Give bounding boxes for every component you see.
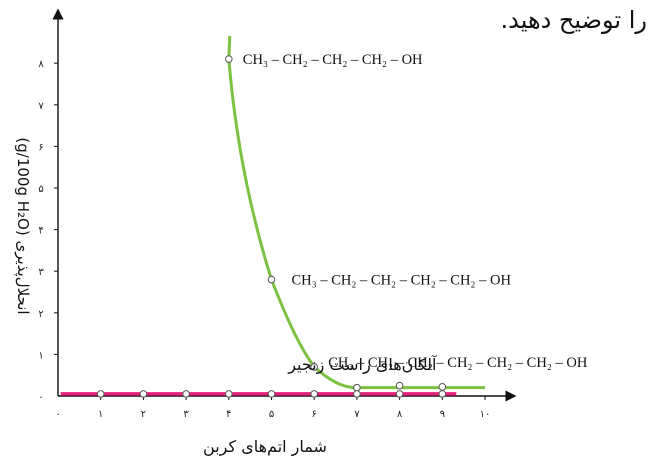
y-axis-label: انحلال‌پذیری (g/100g H₂O) (13, 137, 32, 314)
x-tick-label: ۲ (141, 409, 146, 420)
y-tick-label: ۴ (38, 226, 43, 237)
x-tick-label: ۱۰ (480, 409, 491, 420)
points-layer (96, 55, 447, 398)
axes (52, 8, 517, 402)
alcohol-data-point (267, 275, 276, 284)
x-tick-label: ۳ (183, 409, 189, 420)
alkane-data-point (438, 390, 447, 398)
y-tick-label: ۵ (38, 184, 43, 195)
series-label-alkanes: آلکان‌های راست زنجیر (287, 355, 438, 375)
alkane-data-point (310, 390, 319, 398)
alcohol-data-point (353, 383, 361, 392)
series-line-alcohols (227, 35, 485, 390)
x-tick-labels: ۰ ۱ ۲ ۳ ۴ ۵ ۶ ۷ ۸ ۹ ۱۰ (55, 396, 490, 420)
alkane-data-point (96, 390, 105, 398)
formula-annotation: CH₃ – CH₂ – CH₂ – CH₂ – OH (243, 52, 423, 68)
x-tick-label: ۱ (98, 409, 103, 420)
y-tick-labels: ۰ ۱ ۲ ۳ ۴ ۵ ۶ ۷ ۸ (38, 59, 58, 403)
alkane-data-point (225, 390, 233, 398)
alcohol-data-point (310, 363, 319, 371)
formula-annotation: CH₃ – CH₂ – CH₂ – CH₂ – CH₂ – CH₂ – OH (328, 355, 588, 371)
y-tick-label: ۸ (38, 59, 44, 70)
instruction-text: را توضیح دهید. (500, 6, 647, 34)
x-tick-label: ۴ (226, 409, 231, 420)
alkane-data-point (267, 390, 276, 398)
formula-annotation: CH₃ – CH₂ – CH₂ – CH₂ – CH₂ – OH (292, 273, 512, 289)
x-tick-label: ۶ (312, 409, 317, 420)
x-tick-label: ۵ (269, 409, 274, 420)
alcohol-data-point (225, 55, 233, 63)
x-tick-label: ۰ (55, 409, 60, 420)
alcohol-data-point (395, 381, 404, 390)
x-tick-label: ۸ (397, 409, 403, 420)
y-tick-label: ۳ (38, 267, 44, 278)
x-tick-label: ۷ (354, 409, 360, 420)
y-tick-label: ۰ (38, 392, 43, 403)
series-layer (60, 35, 485, 396)
alkane-data-point (353, 390, 361, 398)
x-axis-label: شمار اتم‌های کربن (203, 437, 327, 457)
alkane-data-point (139, 390, 148, 398)
alkane-data-point (395, 390, 404, 398)
y-tick-label: ۶ (38, 142, 43, 153)
y-tick-label: ۱ (38, 350, 43, 361)
alkane-data-point (182, 390, 190, 398)
x-tick-label: ۹ (440, 409, 445, 420)
y-tick-label: ۷ (38, 101, 44, 112)
y-tick-label: ۲ (38, 309, 43, 320)
alcohol-data-point (438, 383, 447, 391)
